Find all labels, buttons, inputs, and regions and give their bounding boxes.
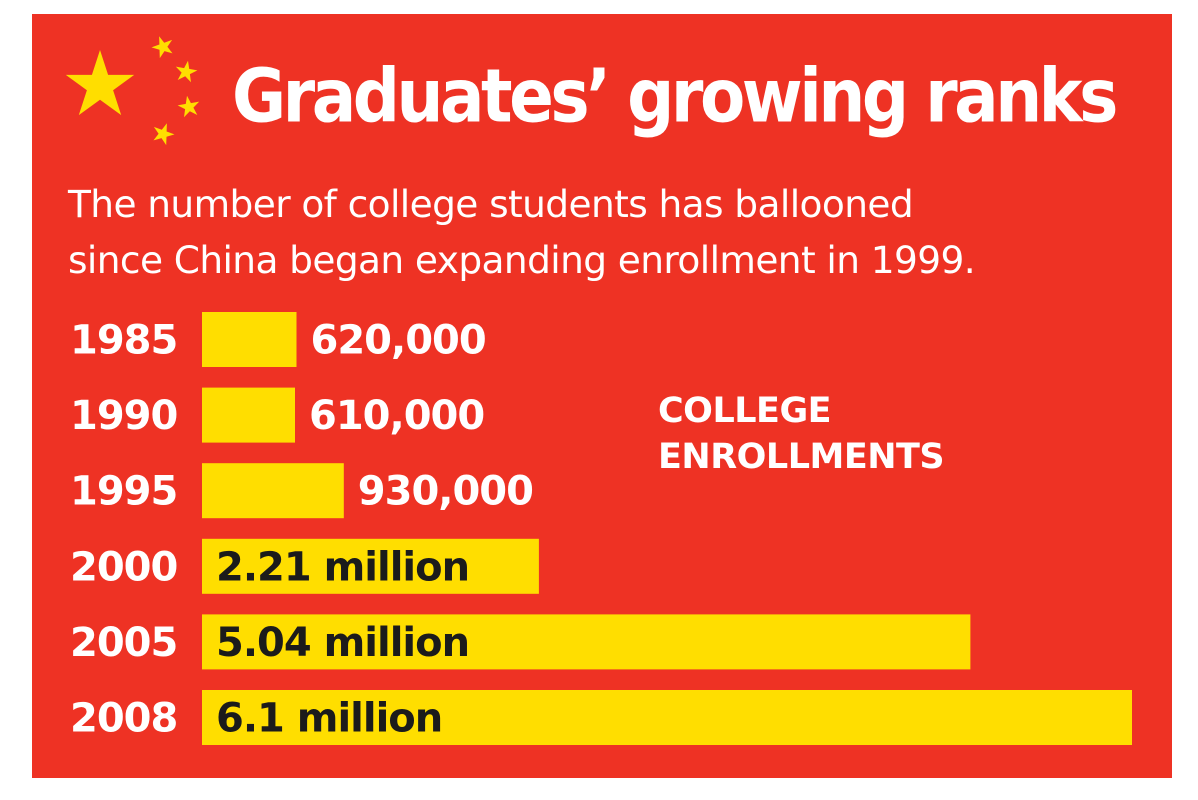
small-star-icon	[151, 36, 173, 59]
bar-value-label: 2.21 million	[216, 544, 469, 590]
china-flag-stars-icon	[65, 36, 200, 146]
chart-subtitle: The number of college students has ballo…	[68, 176, 1168, 288]
chart-legend-label: COLLEGE ENROLLMENTS	[658, 388, 945, 480]
chart-title: Graduates’ growing ranks	[232, 53, 1118, 140]
year-label: 1995	[70, 469, 177, 515]
bar-value-label: 620,000	[311, 318, 486, 364]
legend-line: COLLEGE	[658, 391, 832, 431]
subtitle-line: since China began expanding enrollment i…	[68, 238, 976, 282]
bar-chart: 1985 620,000 1990 610,000 1995 930,000 2000 2.2…	[70, 312, 1132, 745]
bar-value-label: 6.1 million	[216, 696, 442, 742]
bar	[202, 614, 971, 670]
bar-value-label: 930,000	[358, 469, 533, 515]
bar	[202, 690, 1132, 745]
bar	[202, 538, 539, 594]
year-label: 1985	[70, 318, 177, 364]
legend-line: ENROLLMENTS	[658, 437, 945, 477]
small-star-icon	[177, 95, 200, 118]
bar-value-label: 610,000	[309, 393, 484, 439]
year-label: 2000	[70, 544, 177, 590]
year-label: 1990	[70, 393, 177, 439]
year-label: 2005	[70, 620, 177, 666]
infographic-panel: Graduates’ growing ranks The number of c…	[32, 14, 1172, 778]
subtitle-line: The number of college students has ballo…	[68, 182, 914, 226]
bar-value-label: 5.04 million	[216, 620, 469, 666]
bar	[202, 387, 295, 443]
year-label: 2008	[70, 696, 177, 742]
small-star-icon	[153, 123, 175, 146]
bar	[202, 463, 344, 519]
small-star-icon	[175, 60, 198, 83]
bar	[202, 312, 297, 367]
large-star-icon	[65, 50, 135, 116]
